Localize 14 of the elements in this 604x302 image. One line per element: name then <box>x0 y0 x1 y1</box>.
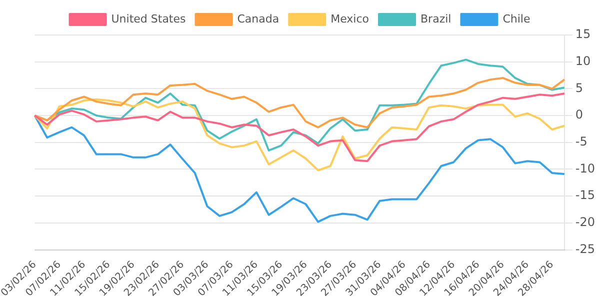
y-tick-label: 10 <box>575 54 591 68</box>
legend-label: Canada <box>237 12 280 26</box>
y-tick-label: -10 <box>575 161 596 176</box>
y-tick-label: 0 <box>575 108 584 122</box>
y-tick-label: -25 <box>575 242 596 256</box>
y-tick-label: 5 <box>575 80 584 95</box>
y-tick-label: -20 <box>575 215 596 230</box>
legend-label: Mexico <box>330 12 370 26</box>
legend-label: Chile <box>502 12 530 26</box>
y-tick-label: -5 <box>575 134 588 149</box>
legend-label: Brazil <box>420 12 452 26</box>
legend-label: United States <box>111 12 186 26</box>
y-tick-label: 15 <box>575 27 591 42</box>
y-tick-label: -15 <box>575 188 596 202</box>
